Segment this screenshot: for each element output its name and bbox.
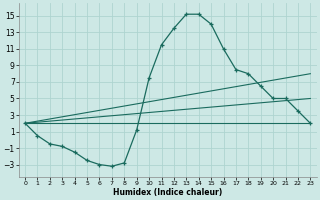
X-axis label: Humidex (Indice chaleur): Humidex (Indice chaleur) bbox=[113, 188, 222, 197]
